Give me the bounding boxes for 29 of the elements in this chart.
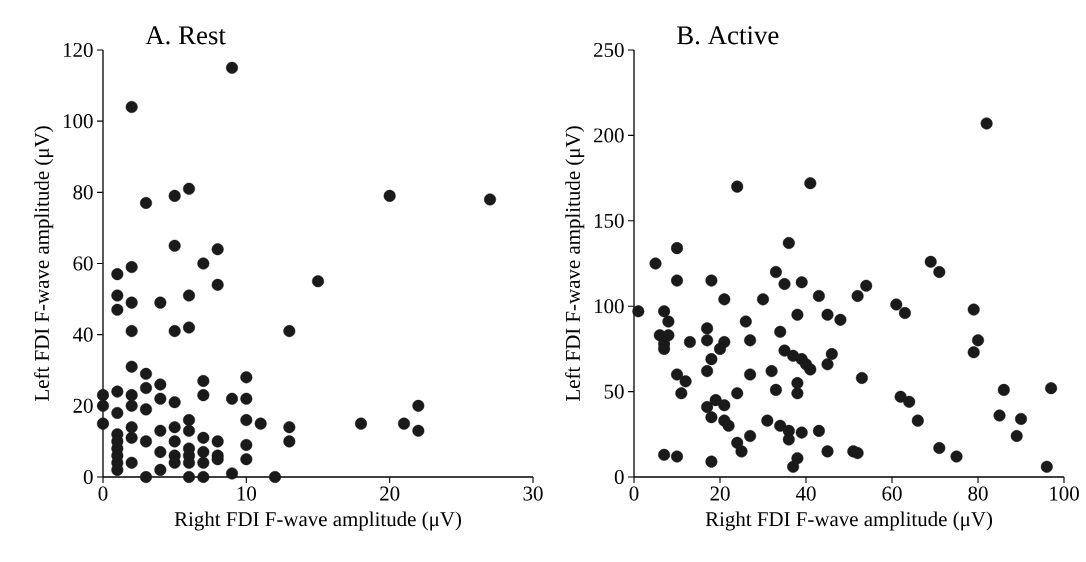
x-tick-label: 100: [1050, 486, 1079, 501]
x-axis-title: Right FDI F-wave amplitude (μV): [174, 511, 461, 531]
y-tick-label: 100: [594, 299, 624, 314]
x-tick-label: 20: [710, 486, 730, 501]
x-tick-label: 0: [629, 486, 639, 501]
y-tick-label: 80: [73, 185, 93, 200]
x-tick-label: 40: [795, 486, 816, 501]
y-tick-label: 50: [604, 384, 624, 399]
y-tick-label: 40: [72, 327, 93, 342]
x-axis-title: Right FDI F-wave amplitude (μV): [705, 511, 992, 531]
x-tick-label: 80: [968, 486, 988, 501]
y-tick-label: 100: [63, 114, 93, 129]
chart-title: B. Active: [677, 26, 779, 45]
y-tick-label: 120: [63, 42, 93, 58]
x-tick-label: 0: [98, 486, 108, 501]
y-tick-label: 0: [83, 469, 93, 485]
y-axis-title: Left FDI F-wave amplitude (μV): [34, 126, 54, 401]
y-tick-label: 20: [73, 398, 93, 413]
y-tick-label: 0: [614, 469, 624, 485]
x-tick-label: 10: [237, 486, 257, 501]
y-tick-label: 60: [73, 256, 93, 271]
chart-title: A. Rest: [145, 26, 226, 45]
y-tick-label: 250: [594, 42, 624, 58]
x-tick-label: 60: [882, 486, 902, 501]
y-axis-title: Left FDI F-wave amplitude (μV): [565, 126, 585, 401]
y-tick-label: 150: [594, 213, 624, 228]
x-tick-label: 20: [380, 486, 400, 501]
x-tick-label: 30: [523, 486, 543, 501]
y-tick-label: 200: [594, 128, 624, 143]
